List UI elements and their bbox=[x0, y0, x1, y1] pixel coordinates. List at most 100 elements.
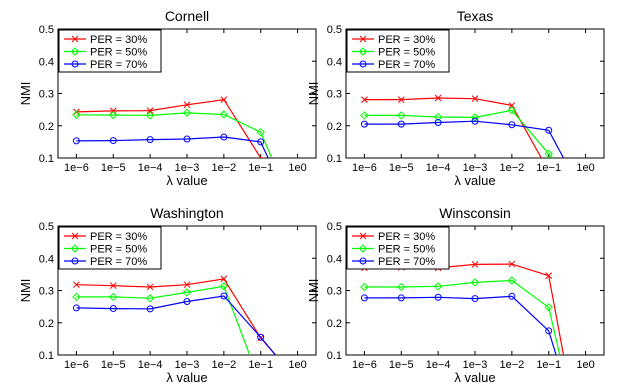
x-tick-label: 1e−4 bbox=[426, 162, 451, 174]
legend-marker bbox=[359, 232, 367, 240]
data-point bbox=[397, 96, 405, 103]
data-point bbox=[507, 276, 517, 285]
y-tick-label: 0.5 bbox=[327, 24, 342, 36]
y-axis-label: NMI bbox=[18, 82, 33, 106]
data-point bbox=[434, 94, 442, 102]
series-line bbox=[76, 295, 276, 355]
data-point bbox=[508, 292, 516, 300]
data-point bbox=[361, 96, 368, 103]
legend-label: PER = 30% bbox=[378, 34, 435, 46]
x-tick-label: 1e−3 bbox=[463, 162, 488, 174]
y-tick-label: 0.1 bbox=[39, 350, 54, 362]
data-point bbox=[219, 110, 229, 119]
data-point bbox=[72, 110, 81, 119]
y-tick-label: 0.2 bbox=[327, 318, 342, 330]
x-tick-label: 1e−6 bbox=[64, 162, 89, 174]
data-point bbox=[360, 282, 369, 292]
y-axis-label: NMI bbox=[306, 82, 321, 106]
legend-label: PER = 70% bbox=[90, 256, 147, 268]
legend-marker bbox=[359, 35, 367, 43]
y-tick-label: 0.3 bbox=[327, 286, 342, 298]
data-point bbox=[109, 282, 117, 290]
data-point bbox=[360, 120, 368, 128]
x-tick-label: 1e−4 bbox=[426, 359, 451, 371]
x-axis-label: λ value bbox=[166, 370, 207, 385]
y-axis-label: NMI bbox=[306, 279, 321, 303]
x-tick-label: 1e−2 bbox=[211, 359, 236, 371]
legend: PER = 30%PER = 50%PER = 70% bbox=[346, 29, 450, 73]
data-point bbox=[471, 117, 479, 125]
legend-label: PER = 30% bbox=[90, 231, 147, 243]
legend-marker bbox=[71, 257, 79, 265]
legend-marker bbox=[71, 35, 79, 43]
data-point bbox=[397, 294, 405, 302]
x-tick-label: 1e−4 bbox=[138, 359, 163, 371]
x-tick-label: 1e−2 bbox=[499, 359, 524, 371]
data-point bbox=[360, 294, 368, 302]
y-tick-label: 0.3 bbox=[327, 89, 342, 101]
data-point bbox=[183, 135, 191, 143]
data-point bbox=[145, 294, 155, 303]
chart-title: Texas bbox=[457, 8, 494, 24]
data-point bbox=[257, 138, 265, 146]
legend-label: PER = 70% bbox=[90, 59, 147, 71]
data-point bbox=[508, 260, 516, 268]
chart-title: Cornell bbox=[165, 8, 209, 24]
chart-title: Washington bbox=[150, 205, 223, 221]
data-point bbox=[72, 304, 80, 312]
x-tick-label: 1e−5 bbox=[389, 162, 414, 174]
chart-panel: 0.1 0.2 0.3 0.4 0.5 1e−6 1e−5 1e−4 1e−3 1e−2 1e−1 1… bbox=[18, 8, 317, 188]
y-tick-label: 0.1 bbox=[327, 153, 342, 165]
series-group bbox=[72, 96, 273, 158]
x-axis-label: λ value bbox=[166, 173, 207, 188]
y-tick-label: 0.2 bbox=[327, 121, 342, 133]
y-tick-label: 0.1 bbox=[327, 350, 342, 362]
legend-box bbox=[346, 226, 450, 270]
legend-marker bbox=[358, 47, 368, 56]
data-point bbox=[183, 281, 191, 289]
y-tick-label: 0.4 bbox=[327, 253, 342, 265]
series-group bbox=[72, 275, 276, 355]
data-point bbox=[470, 278, 480, 287]
data-point bbox=[360, 111, 369, 120]
x-tick-label: 1e0 bbox=[288, 359, 306, 371]
series-line bbox=[364, 279, 561, 355]
series-line bbox=[76, 112, 273, 158]
y-tick-label: 0.5 bbox=[327, 221, 342, 233]
legend-label: PER = 50% bbox=[90, 47, 147, 59]
data-point bbox=[545, 272, 553, 280]
data-point bbox=[109, 292, 118, 302]
data-point bbox=[544, 149, 553, 158]
data-point bbox=[183, 297, 191, 305]
x-tick-label: 1e−1 bbox=[536, 162, 561, 174]
legend-label: PER = 30% bbox=[378, 231, 435, 243]
data-point bbox=[219, 282, 229, 291]
x-tick-label: 1e−4 bbox=[138, 162, 163, 174]
legend-label: PER = 50% bbox=[378, 47, 435, 59]
data-point bbox=[73, 281, 80, 289]
y-tick-label: 0.1 bbox=[39, 153, 54, 165]
data-point bbox=[220, 96, 228, 103]
data-point bbox=[182, 108, 192, 118]
y-tick-label: 0.3 bbox=[39, 286, 54, 298]
data-point bbox=[471, 95, 479, 103]
y-tick-label: 0.2 bbox=[39, 121, 54, 133]
data-point bbox=[72, 137, 80, 145]
legend-label: PER = 70% bbox=[378, 256, 435, 268]
data-point bbox=[220, 275, 228, 283]
x-tick-label: 1e−6 bbox=[64, 359, 89, 371]
legend-marker bbox=[70, 47, 80, 56]
data-point bbox=[508, 102, 516, 109]
chart-title: Winsconsin bbox=[439, 205, 511, 221]
data-point bbox=[146, 283, 154, 291]
x-tick-label: 1e−1 bbox=[536, 359, 561, 371]
series-line bbox=[364, 120, 565, 158]
x-tick-label: 1e−2 bbox=[211, 162, 236, 174]
legend-label: PER = 50% bbox=[90, 244, 147, 256]
x-tick-label: 1e0 bbox=[576, 162, 594, 174]
y-tick-label: 0.5 bbox=[39, 24, 54, 36]
y-tick-label: 0.2 bbox=[39, 318, 54, 330]
data-point bbox=[220, 133, 228, 141]
x-tick-label: 1e−1 bbox=[248, 162, 273, 174]
legend-marker bbox=[70, 244, 80, 253]
